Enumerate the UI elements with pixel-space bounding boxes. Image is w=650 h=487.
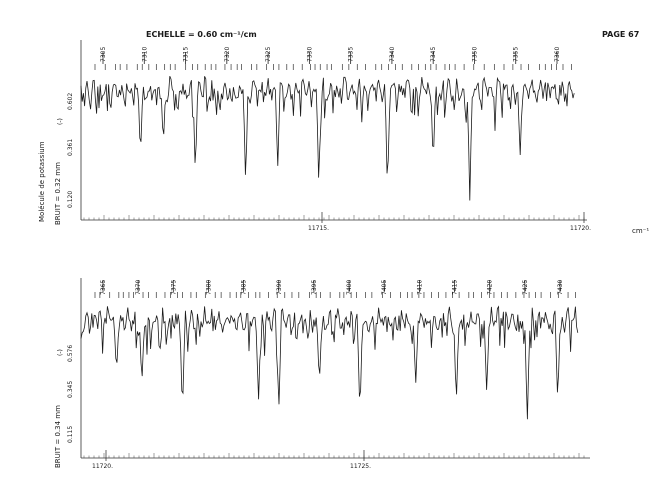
scale-marker-bottom: (-) [57,349,64,356]
line-index-label: 7410 [416,280,423,295]
x-tick-11725: 11725. [350,463,371,470]
line-index-label: 7425 [522,280,529,295]
top-spectrum-panel: BRUIT = 0.32 mm 0.120 0.361 0.602 (-) 11… [54,40,591,232]
line-index-label: 7360 [554,47,561,62]
line-index-label: 7385 [241,280,248,295]
line-index-label: 7395 [311,280,318,295]
x-tick-11720-top: 11720. [570,225,591,232]
line-index-label: 7315 [183,47,190,62]
noise-label-top: BRUIT = 0.32 mm [54,162,62,225]
line-index-label: 7380 [205,280,212,295]
line-index-label: 7420 [487,280,494,295]
line-index-label: 7405 [381,280,388,295]
y-tick-top-mid: 0.361 [67,139,74,156]
line-index-label: 7310 [141,47,148,62]
spectrum-trace [80,305,579,420]
bottom-spectrum-panel: BRUIT = 0.34 mm 0.115 0.345 0.576 (-) 11… [54,278,590,470]
spectrum-trace [80,76,575,201]
line-index-label: 7355 [513,47,520,62]
line-index-label: 7400 [346,280,353,295]
line-index-label: 7345 [430,47,437,62]
line-index-label: 7390 [276,280,283,295]
y-tick-top-low: 0.120 [67,191,74,208]
line-index-label: 7370 [135,280,142,295]
line-index-label: 7325 [265,47,272,62]
line-index-label: 7350 [471,47,478,62]
line-index-label: 7335 [348,47,355,62]
unit-label-top: cm⁻¹ [632,227,649,235]
x-tick-11720-bottom: 11720. [92,463,113,470]
line-index-label: 7305 [100,47,107,62]
x-tick-11715: 11715. [308,225,329,232]
molecule-label: Molécule de potassium [38,141,46,222]
y-tick-top-high: 0.602 [67,93,74,110]
page-number: PAGE 67 [602,30,639,39]
y-tick-bottom-mid: 0.345 [67,381,74,398]
line-index-label: 7375 [170,280,177,295]
line-index-label: 7330 [306,47,313,62]
noise-label-bottom: BRUIT = 0.34 mm [54,405,62,468]
scale-marker-top: (-) [57,118,64,125]
line-index-label: 7430 [557,280,564,295]
scale-label: ECHELLE = 0.60 cm⁻¹/cm [146,30,257,39]
y-tick-bottom-high: 0.576 [67,345,74,362]
line-index-label: 7320 [224,47,231,62]
y-tick-bottom-low: 0.115 [67,426,74,443]
line-index-label: 7340 [389,47,396,62]
line-index-label: 7415 [452,280,459,295]
line-index-label: 7365 [100,280,107,295]
